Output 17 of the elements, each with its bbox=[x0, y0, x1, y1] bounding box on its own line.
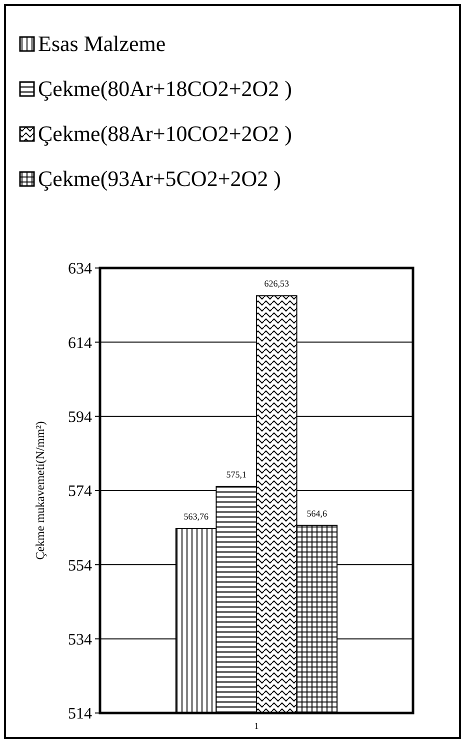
y-tick-label: 614 bbox=[68, 334, 92, 352]
y-tick-label: 574 bbox=[68, 483, 92, 500]
data-label: 563,76 bbox=[184, 511, 209, 522]
y-tick-label: 594 bbox=[68, 408, 92, 426]
y-tick-label: 634 bbox=[68, 260, 92, 278]
y-tick-label: 514 bbox=[68, 706, 92, 723]
data-label: 575,1 bbox=[226, 469, 246, 480]
legend-label: Çekme(88Ar+10CO2+2O2 ) bbox=[38, 121, 292, 146]
data-label: 564,6 bbox=[306, 508, 328, 518]
legend-label: Çekme(80Ar+18CO2+2O2 ) bbox=[38, 76, 292, 101]
legend-label: Çekme(93Ar+5CO2+2O2 ) bbox=[38, 166, 281, 191]
y-tick-label: 534 bbox=[68, 631, 92, 648]
data-label: 626,53 bbox=[264, 278, 290, 289]
y-axis-title: Çekme mukavemeti(N/mm²) bbox=[33, 421, 47, 560]
y-tick-label: 554 bbox=[68, 557, 92, 574]
x-tick-label: 1 bbox=[254, 721, 259, 731]
legend-label: Esas Malzeme bbox=[38, 31, 166, 56]
